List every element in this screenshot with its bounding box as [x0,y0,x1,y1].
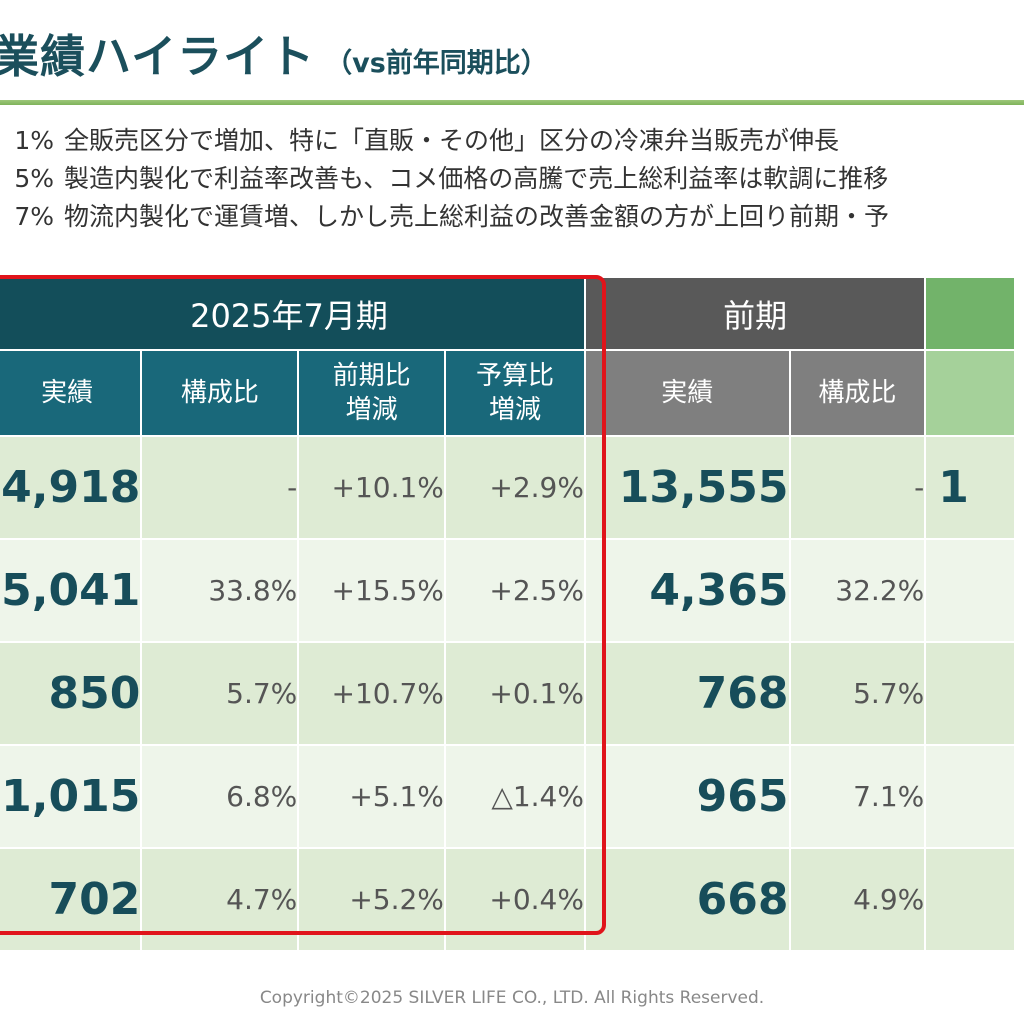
cell-vs-budget: △1.4% [443,744,586,849]
summary-bullets: 1% 全販売区分で増加、特に「直販・その他」区分の冷凍弁当販売が伸長 5% 製造内製… [0,122,1024,236]
bullet-line: 7% 物流内製化で運賃増、しかし売上総利益の改善金額の方が上回り前期・予 [0,198,1024,236]
cell-prev-ratio: 7.1% [788,744,927,849]
bullet-line: 1% 全販売区分で増加、特に「直販・その他」区分の冷凍弁当販売が伸長 [0,122,1024,160]
cell-yoy: +10.1% [297,435,446,540]
slide-title-main: 業績ハイライト [0,30,316,83]
previous-period-header: 前期 [583,276,927,351]
table-row: 5,041 33.8% +15.5% +2.5% 4,365 32.2% [0,538,1016,643]
cell-vs-budget: +0.4% [443,847,586,952]
cell-prev-actual: 965 [583,744,791,849]
cell-vs-budget: +2.5% [443,538,586,643]
cell-ratio: 4.7% [140,847,300,952]
bullet-pct: 7% [14,202,54,231]
col-header-prev-ratio: 構成比 [788,349,927,437]
bullet-text: 製造内製化で利益率改善も、コメ価格の高騰で売上総利益率は軟調に推移 [64,164,889,193]
col-header-budget [924,349,1016,437]
table-row: 1,015 6.8% +5.1% △1.4% 965 7.1% [0,744,1016,849]
cell-prev-actual: 668 [583,847,791,952]
cell-prev-actual: 4,365 [583,538,791,643]
bullet-line: 5% 製造内製化で利益率改善も、コメ価格の高騰で売上総利益率は軟調に推移 [0,160,1024,198]
cell-prev-ratio: 5.7% [788,641,927,746]
cell-ratio: - [140,435,300,540]
cell-budget-actual [924,641,1016,746]
budget-period-header [924,276,1016,351]
results-table: 2025年7月期 前期 実績 構成比 前期比 増減 予算比 増減 実績 構成比 … [0,276,1016,952]
cell-yoy: +10.7% [297,641,446,746]
table-row: 4,918 - +10.1% +2.9% 13,555 - 1 [0,435,1016,540]
cell-actual: 702 [0,847,143,952]
copyright-footer: Copyright©2025 SILVER LIFE CO., LTD. All… [259,988,765,1008]
col-header-yoy: 前期比 増減 [297,349,446,437]
bullet-text: 物流内製化で運賃増、しかし売上総利益の改善金額の方が上回り前期・予 [64,202,890,231]
cell-vs-budget: +2.9% [443,435,586,540]
cell-actual: 1,015 [0,744,143,849]
cell-budget-actual: 1 [924,435,1016,540]
cell-prev-actual: 13,555 [583,435,791,540]
cell-budget-actual [924,847,1016,952]
table-row: 702 4.7% +5.2% +0.4% 668 4.9% [0,847,1016,952]
cell-actual: 5,041 [0,538,143,643]
cell-yoy: +5.2% [297,847,446,952]
bullet-pct: 1% [14,126,54,155]
cell-budget-actual [924,538,1016,643]
col-header-prev-actual: 実績 [583,349,791,437]
cell-prev-ratio: 32.2% [788,538,927,643]
cell-actual: 850 [0,641,143,746]
cell-budget-actual [924,744,1016,849]
cell-actual: 4,918 [0,435,143,540]
cell-prev-ratio: - [788,435,927,540]
col-header-ratio: 構成比 [140,349,300,437]
current-period-header: 2025年7月期 [0,276,586,351]
slide-title: 業績ハイライト （vs前年同期比） [0,20,548,85]
cell-vs-budget: +0.1% [443,641,586,746]
col-header-actual: 実績 [0,349,143,437]
cell-prev-ratio: 4.9% [788,847,927,952]
cell-ratio: 6.8% [140,744,300,849]
slide-title-sub: （vs前年同期比） [325,48,548,79]
table-row: 850 5.7% +10.7% +0.1% 768 5.7% [0,641,1016,746]
cell-ratio: 5.7% [140,641,300,746]
cell-yoy: +5.1% [297,744,446,849]
bullet-pct: 5% [14,164,54,193]
cell-yoy: +15.5% [297,538,446,643]
cell-prev-actual: 768 [583,641,791,746]
bullet-text: 全販売区分で増加、特に「直販・その他」区分の冷凍弁当販売が伸長 [64,126,840,155]
cell-ratio: 33.8% [140,538,300,643]
title-divider [0,100,1024,105]
col-header-vs-budget: 予算比 増減 [443,349,586,437]
